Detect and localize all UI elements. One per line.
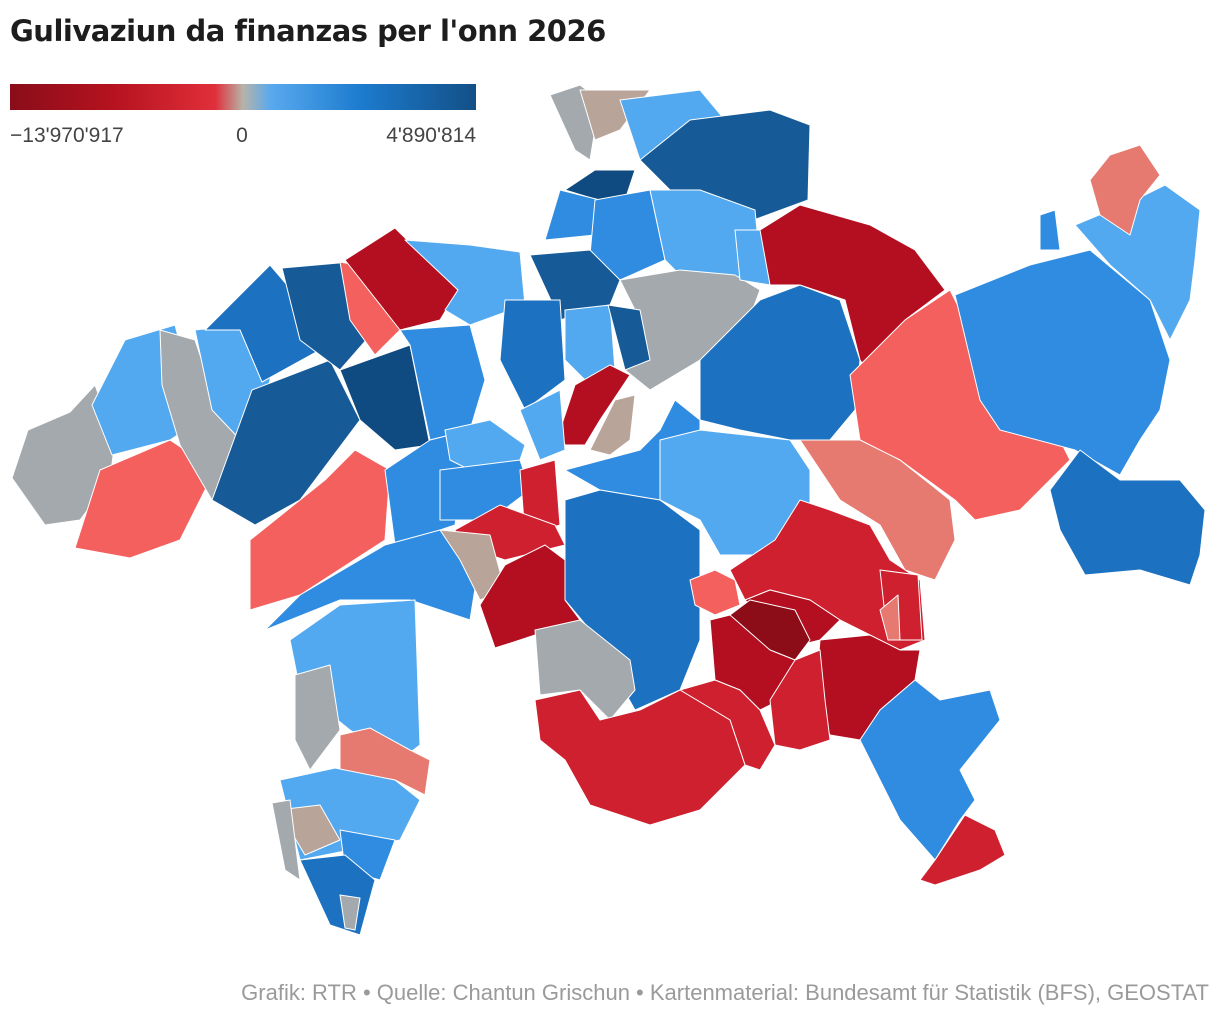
legend-max-label: 4'890'814 [386, 124, 476, 147]
municipality-region[interactable] [954, 249, 1171, 476]
municipality-region[interactable] [799, 439, 956, 581]
color-legend: −13'970'917 0 4'890'814 [10, 84, 476, 154]
chart-title: Gulivaziun da finanzas per l'onn 2026 [10, 14, 606, 48]
municipality-region[interactable] [1074, 184, 1201, 341]
municipality-region[interactable] [1089, 144, 1161, 236]
municipality-region[interactable] [607, 304, 651, 371]
municipality-region[interactable] [1039, 209, 1061, 251]
legend-gradient-bar [10, 84, 476, 110]
municipality-region[interactable] [404, 239, 526, 326]
municipality-region[interactable] [849, 289, 1071, 521]
municipality-region[interactable] [534, 689, 746, 826]
municipality-region[interactable] [919, 814, 1006, 886]
municipality-region[interactable] [559, 364, 631, 446]
municipality-region[interactable] [271, 799, 301, 881]
legend-min-label: −13'970'917 [10, 124, 124, 147]
municipality-region[interactable] [689, 569, 741, 616]
municipality-region[interactable] [294, 664, 341, 771]
municipality-region[interactable] [249, 449, 391, 611]
municipality-region[interactable] [519, 389, 566, 461]
municipality-region[interactable] [277, 804, 341, 856]
municipality-region[interactable] [564, 489, 701, 711]
municipality-region[interactable] [589, 189, 666, 281]
municipality-region[interactable] [769, 649, 831, 751]
municipality-region[interactable] [534, 619, 636, 721]
municipality-region[interactable] [879, 594, 901, 641]
municipality-region[interactable] [1049, 449, 1206, 586]
municipality-region[interactable] [589, 394, 636, 456]
municipality-region[interactable] [339, 894, 361, 931]
municipality-region[interactable] [859, 679, 1001, 861]
municipality-region[interactable] [439, 459, 531, 521]
source-note: Grafik: RTR • Quelle: Chantun Grischun •… [241, 980, 1209, 1005]
municipality-region[interactable] [339, 344, 431, 451]
municipality-region[interactable] [499, 299, 566, 411]
legend-zero-label: 0 [236, 124, 248, 147]
